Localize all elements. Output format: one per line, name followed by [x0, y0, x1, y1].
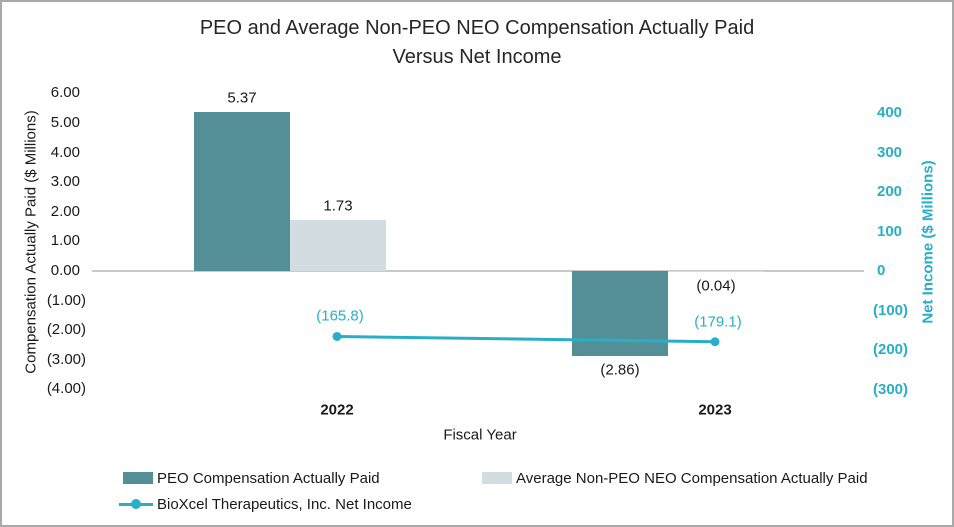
- left-axis-tick-0.00: 0.00: [50, 262, 80, 279]
- right-axis-tick-(300): (300): [873, 380, 909, 398]
- right-axis-tick-(200): (200): [873, 341, 909, 358]
- chart-title-line1: PEO and Average Non-PEO NEO Compensation…: [199, 17, 755, 39]
- right-axis-tick-300: 300: [877, 143, 903, 161]
- left-axis-tick-2.00: 2.00: [50, 202, 80, 220]
- left-axis-tick-5.00: 5.00: [50, 114, 80, 131]
- left-axis-tick-(2.00): (2.00): [46, 321, 86, 339]
- zero-axis-line: [92, 270, 864, 272]
- bar-non-peo-2022: [290, 219, 386, 271]
- bar-label-non-peo-2023: (0.04): [696, 277, 736, 295]
- legend-swatch-non-peo-bar: [482, 472, 512, 484]
- left-axis-tick-3.00: 3.00: [50, 173, 80, 191]
- legend-item-peo: PEO Compensation Actually Paid: [123, 469, 380, 487]
- net-income-point-2022: [332, 331, 342, 341]
- right-axis-tick-(100): (100): [873, 301, 909, 319]
- net-income-label-2022: (165.8): [316, 307, 364, 325]
- right-axis-tick-0: 0: [877, 262, 886, 279]
- left-axis-tick-4.00: 4.00: [50, 143, 80, 161]
- bar-peo-2022: [194, 112, 290, 271]
- legend-swatch-net-income-line: [119, 499, 153, 509]
- chart-title: PEO and Average Non-PEO NEO Compensation…: [2, 14, 952, 72]
- x-tick-2023: 2023: [698, 401, 732, 419]
- bar-peo-2023: [572, 271, 668, 356]
- chart-title-line2: Versus Net Income: [392, 46, 562, 68]
- net-income-label-2023: (179.1): [694, 313, 742, 331]
- left-axis-tick-1.00: 1.00: [50, 232, 80, 250]
- legend-line-marker-icon: [131, 499, 141, 509]
- x-tick-2022: 2022: [320, 401, 354, 419]
- left-axis-tick-(3.00): (3.00): [46, 350, 86, 368]
- right-axis-tick-100: 100: [877, 222, 903, 240]
- legend-label-peo: PEO Compensation Actually Paid: [157, 469, 380, 487]
- legend-label-net-income: BioXcel Therapeutics, Inc. Net Income: [157, 495, 412, 513]
- legend-swatch-peo-bar: [123, 472, 153, 484]
- left-axis-tick-(4.00): (4.00): [46, 380, 86, 398]
- right-axis-tick-200: 200: [877, 183, 903, 200]
- left-axis-tick-6.00: 6.00: [50, 84, 80, 102]
- left-axis-tick-(1.00): (1.00): [46, 291, 86, 309]
- legend-label-non-peo: Average Non-PEO NEO Compensation Actuall…: [516, 469, 868, 487]
- x-axis-title: Fiscal Year: [443, 426, 517, 444]
- legend-item-net-income: BioXcel Therapeutics, Inc. Net Income: [119, 495, 412, 513]
- bar-label-peo-2023: (2.86): [600, 361, 640, 379]
- legend-item-non-peo: Average Non-PEO NEO Compensation Actuall…: [482, 469, 868, 487]
- bar-label-peo-2022: 5.37: [227, 89, 257, 107]
- bar-non-peo-2023: [668, 271, 764, 273]
- net-income-point-2023: [710, 337, 720, 347]
- right-axis-tick-400: 400: [877, 104, 903, 121]
- bar-label-non-peo-2022: 1.73: [323, 197, 353, 215]
